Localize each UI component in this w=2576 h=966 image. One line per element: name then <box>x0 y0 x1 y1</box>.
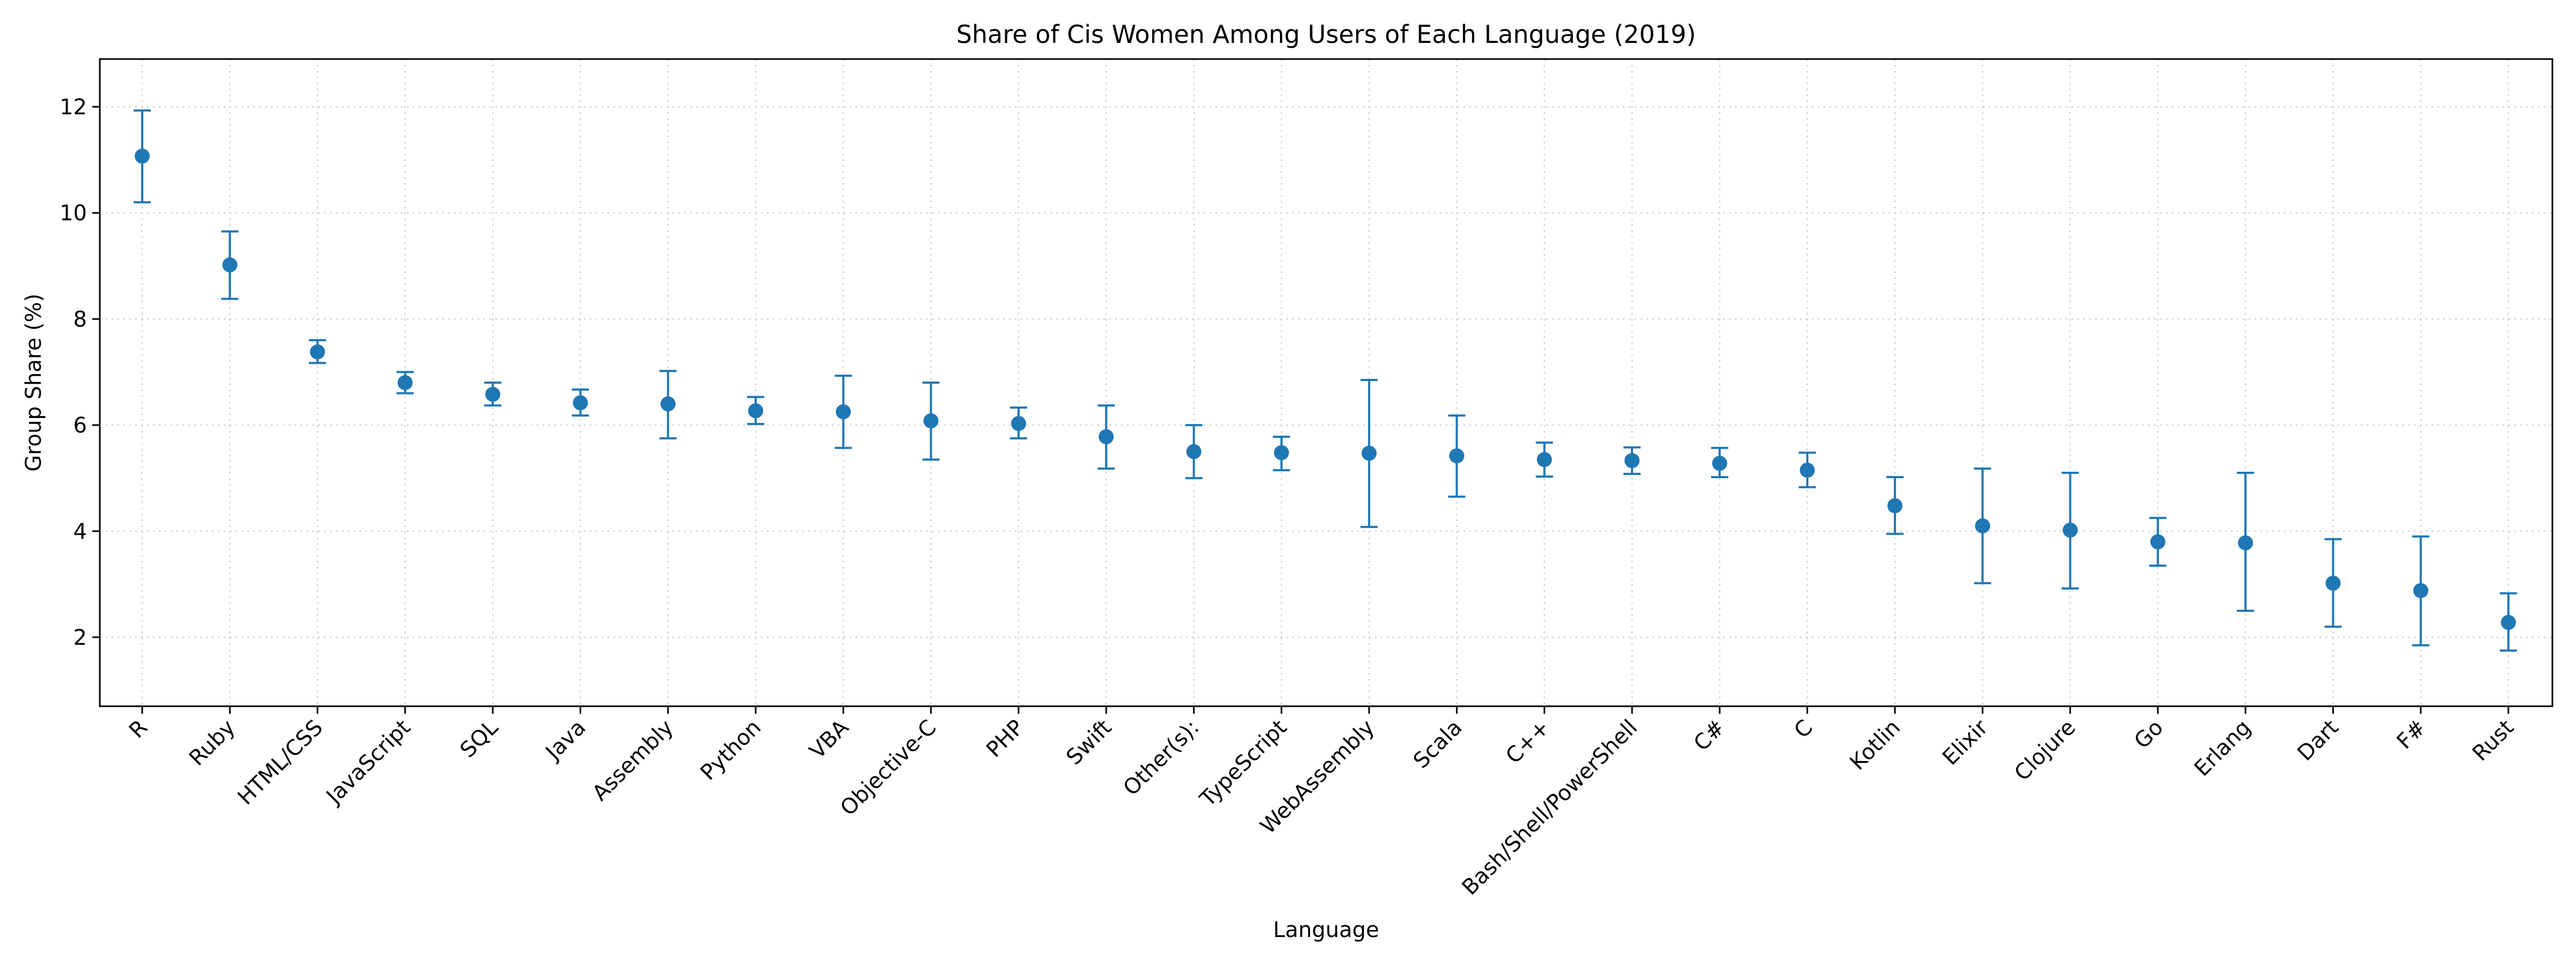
x-tick-label: Elixir <box>1938 715 1993 770</box>
data-point <box>485 386 501 402</box>
data-point <box>1362 445 1377 461</box>
data-point <box>1712 456 1728 471</box>
data-point <box>1887 498 1902 514</box>
x-tick-label: R <box>125 715 152 743</box>
data-point <box>135 148 150 164</box>
x-tick-label: Bash/Shell/PowerShell <box>1458 715 1643 901</box>
x-tick-label: Assembly <box>588 715 678 806</box>
x-tick-label: C <box>1789 715 1817 743</box>
data-point <box>836 404 851 420</box>
x-tick-label: Kotlin <box>1845 715 1905 775</box>
x-tick-label: C# <box>1689 715 1730 756</box>
x-tick-label: Other(s): <box>1118 715 1204 801</box>
x-tick-label: Rust <box>2468 715 2519 766</box>
x-tick-label: Python <box>696 715 766 786</box>
y-tick-label: 12 <box>60 95 87 120</box>
y-tick-label: 2 <box>74 625 87 650</box>
y-tick-label: 6 <box>74 413 87 438</box>
x-tick-label: Erlang <box>2190 715 2256 781</box>
x-tick-label: Dart <box>2293 715 2343 766</box>
data-point <box>397 375 413 390</box>
data-point <box>1449 448 1465 464</box>
data-point <box>660 396 676 412</box>
data-point <box>573 395 588 411</box>
data-point <box>1011 416 1026 431</box>
data-point <box>1799 463 1815 478</box>
data-point <box>2062 522 2078 538</box>
plot-frame <box>99 58 2553 707</box>
data-point <box>1186 444 1202 459</box>
data-point <box>2238 535 2253 551</box>
data-point <box>2501 614 2516 630</box>
y-tick-label: 10 <box>60 201 87 226</box>
data-point <box>2413 583 2428 598</box>
x-tick-label: VBA <box>805 715 854 764</box>
x-tick-label: Swift <box>1062 715 1116 770</box>
grid-layer <box>100 59 2552 706</box>
data-point <box>748 403 764 419</box>
data-point <box>1536 452 1552 467</box>
chart-title: Share of Cis Women Among Users of Each L… <box>956 20 1696 49</box>
data-point <box>1975 518 1990 533</box>
data-point <box>1274 445 1289 460</box>
x-tick-label: Go <box>2129 715 2168 754</box>
data-point <box>222 257 238 273</box>
data-point <box>310 344 325 360</box>
x-tick-label: JavaScript <box>321 715 415 810</box>
x-tick-label: TypeScript <box>1195 715 1292 812</box>
x-tick-label: HTML/CSS <box>233 715 327 810</box>
data-point <box>2150 534 2165 550</box>
y-tick-label: 8 <box>74 307 87 332</box>
x-tick-label: SQL <box>456 715 503 763</box>
x-tick-label: PHP <box>982 715 1029 763</box>
data-point <box>1099 429 1114 444</box>
data-layer <box>134 109 2517 652</box>
x-tick-label: C++ <box>1501 715 1555 769</box>
x-tick-label: F# <box>2392 715 2431 755</box>
data-point <box>2325 575 2341 591</box>
y-axis-label: Group Share (%) <box>21 294 46 472</box>
x-tick-label: Java <box>540 715 590 766</box>
x-tick-label: Scala <box>1409 715 1467 774</box>
data-point <box>1624 453 1640 469</box>
x-axis-label: Language <box>1273 918 1379 942</box>
data-point <box>923 413 939 429</box>
x-tick-label: Clojure <box>2010 715 2081 786</box>
x-tick-label: Ruby <box>185 715 240 771</box>
y-tick-label: 4 <box>74 519 87 544</box>
